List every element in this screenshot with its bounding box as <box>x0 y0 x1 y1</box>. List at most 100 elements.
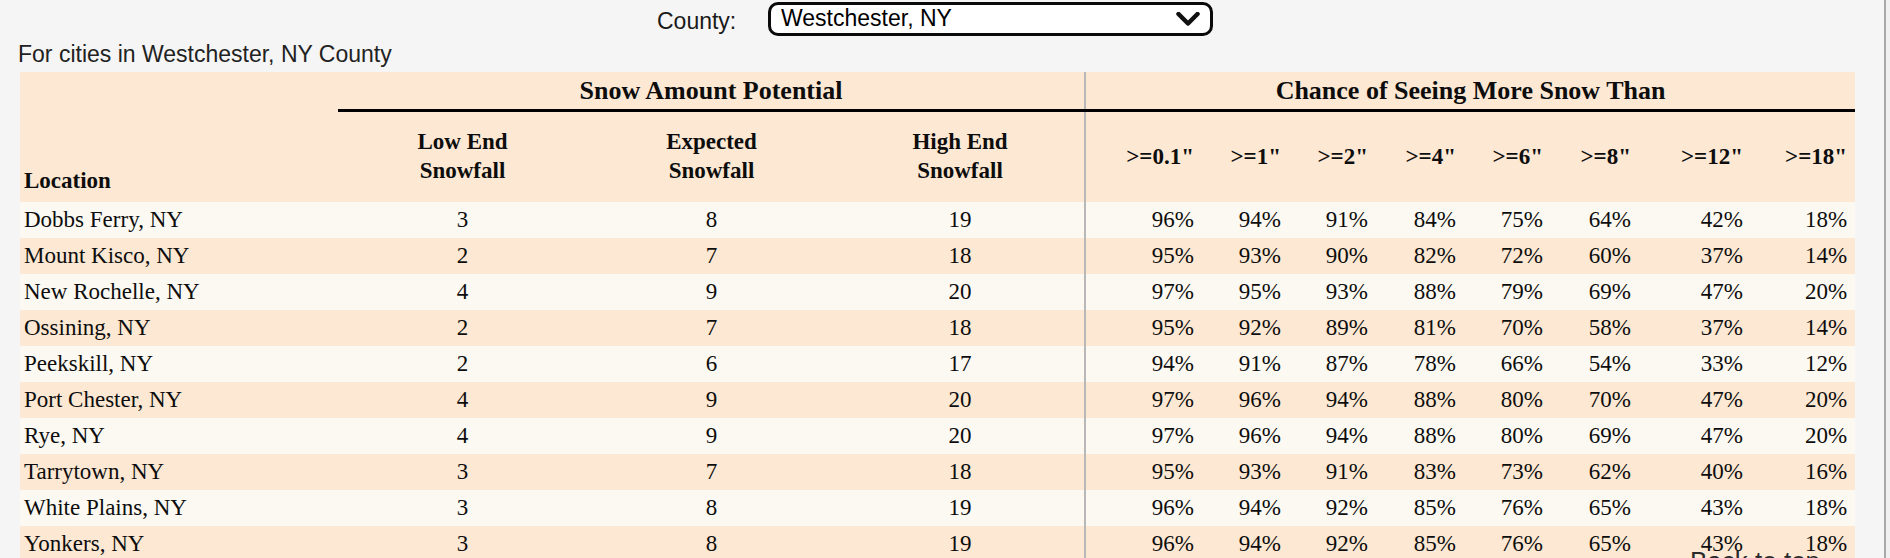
viewport-edge-strip <box>1886 0 1890 558</box>
column-header-chance-8: >=8" <box>1551 111 1639 202</box>
chance-cell: 20% <box>1751 382 1855 418</box>
table-row: Port Chester, NY492097%96%94%88%80%70%47… <box>20 382 1855 418</box>
table-row: Ossining, NY271895%92%89%81%70%58%37%14% <box>20 310 1855 346</box>
county-select[interactable]: Westchester, NY <box>768 2 1213 36</box>
chance-cell: 70% <box>1464 310 1551 346</box>
table-row: Tarrytown, NY371895%93%91%83%73%62%40%16… <box>20 454 1855 490</box>
county-select-wrap: Westchester, NY <box>768 2 1213 36</box>
chance-cell: 75% <box>1464 202 1551 238</box>
chance-cell: 69% <box>1551 274 1639 310</box>
column-header-high-end: High End Snowfall <box>836 111 1085 202</box>
column-header-chance-18: >=18" <box>1751 111 1855 202</box>
chance-cell: 65% <box>1551 526 1639 558</box>
group-header-spacer <box>20 72 338 111</box>
snowfall-cell: 9 <box>587 418 836 454</box>
snowfall-cell: 3 <box>338 454 587 490</box>
column-header-chance-2: >=2" <box>1289 111 1376 202</box>
column-header-expected: Expected Snowfall <box>587 111 836 202</box>
table-row: Rye, NY492097%96%94%88%80%69%47%20% <box>20 418 1855 454</box>
header-line-2: Snowfall <box>837 157 1083 186</box>
chance-cell: 43% <box>1639 490 1751 526</box>
chance-cell: 90% <box>1289 238 1376 274</box>
chance-cell: 96% <box>1202 418 1289 454</box>
chance-cell: 97% <box>1085 418 1202 454</box>
back-to-top-link[interactable]: Back to top <box>1690 546 1820 558</box>
chance-cell: 54% <box>1551 346 1639 382</box>
table-row: Mount Kisco, NY271895%93%90%82%72%60%37%… <box>20 238 1855 274</box>
snowfall-cell: 18 <box>836 454 1085 490</box>
table-row: Dobbs Ferry, NY381996%94%91%84%75%64%42%… <box>20 202 1855 238</box>
chance-cell: 82% <box>1376 238 1464 274</box>
snowfall-cell: 7 <box>587 238 836 274</box>
chance-cell: 37% <box>1639 238 1751 274</box>
header-line-1: High End <box>837 128 1083 157</box>
chance-cell: 95% <box>1085 454 1202 490</box>
chance-cell: 79% <box>1464 274 1551 310</box>
snowfall-cell: 2 <box>338 310 587 346</box>
table-row: Yonkers, NY381996%94%92%85%76%65%43%18% <box>20 526 1855 558</box>
chance-cell: 97% <box>1085 382 1202 418</box>
chance-cell: 70% <box>1551 382 1639 418</box>
chance-cell: 91% <box>1202 346 1289 382</box>
snowfall-cell: 17 <box>836 346 1085 382</box>
chance-cell: 60% <box>1551 238 1639 274</box>
chance-cell: 96% <box>1085 202 1202 238</box>
snowfall-cell: 8 <box>587 526 836 558</box>
chance-cell: 93% <box>1289 274 1376 310</box>
snowfall-cell: 8 <box>587 490 836 526</box>
chance-cell: 92% <box>1202 310 1289 346</box>
chance-cell: 94% <box>1085 346 1202 382</box>
snowfall-cell: 8 <box>587 202 836 238</box>
chance-cell: 76% <box>1464 490 1551 526</box>
chance-cell: 95% <box>1085 310 1202 346</box>
column-header-chance-0.1: >=0.1" <box>1085 111 1202 202</box>
location-cell: Dobbs Ferry, NY <box>20 202 338 238</box>
chance-cell: 88% <box>1376 274 1464 310</box>
location-cell: Mount Kisco, NY <box>20 238 338 274</box>
chance-cell: 89% <box>1289 310 1376 346</box>
chance-cell: 73% <box>1464 454 1551 490</box>
chance-cell: 80% <box>1464 382 1551 418</box>
chance-cell: 81% <box>1376 310 1464 346</box>
snowfall-cell: 6 <box>587 346 836 382</box>
snowfall-cell: 7 <box>587 454 836 490</box>
snowfall-cell: 4 <box>338 274 587 310</box>
chance-cell: 94% <box>1289 418 1376 454</box>
column-header-chance-6: >=6" <box>1464 111 1551 202</box>
chance-cell: 96% <box>1085 490 1202 526</box>
chance-cell: 94% <box>1202 526 1289 558</box>
group-header-snow-amount: Snow Amount Potential <box>338 72 1085 111</box>
chance-cell: 78% <box>1376 346 1464 382</box>
chance-cell: 93% <box>1202 454 1289 490</box>
snowfall-cell: 20 <box>836 274 1085 310</box>
location-cell: Peekskill, NY <box>20 346 338 382</box>
snowfall-cell: 7 <box>587 310 836 346</box>
header-line-1: Expected <box>588 128 835 157</box>
snowfall-cell: 18 <box>836 310 1085 346</box>
table-row: White Plains, NY381996%94%92%85%76%65%43… <box>20 490 1855 526</box>
location-cell: Tarrytown, NY <box>20 454 338 490</box>
chance-cell: 80% <box>1464 418 1551 454</box>
group-header-row: Snow Amount Potential Chance of Seeing M… <box>20 72 1855 111</box>
location-cell: Ossining, NY <box>20 310 338 346</box>
chance-cell: 93% <box>1202 238 1289 274</box>
chance-cell: 47% <box>1639 274 1751 310</box>
chance-cell: 37% <box>1639 310 1751 346</box>
chance-cell: 14% <box>1751 238 1855 274</box>
snowfall-cell: 3 <box>338 526 587 558</box>
column-header-location: Location <box>20 111 338 202</box>
column-header-chance-1: >=1" <box>1202 111 1289 202</box>
chance-cell: 94% <box>1289 382 1376 418</box>
chance-cell: 16% <box>1751 454 1855 490</box>
chance-cell: 83% <box>1376 454 1464 490</box>
snowfall-cell: 4 <box>338 418 587 454</box>
chance-cell: 58% <box>1551 310 1639 346</box>
chance-cell: 42% <box>1639 202 1751 238</box>
chance-cell: 47% <box>1639 418 1751 454</box>
table-body: Dobbs Ferry, NY381996%94%91%84%75%64%42%… <box>20 202 1855 558</box>
snowfall-cell: 3 <box>338 202 587 238</box>
location-cell: Yonkers, NY <box>20 526 338 558</box>
chance-cell: 40% <box>1639 454 1751 490</box>
column-header-chance-12: >=12" <box>1639 111 1751 202</box>
chance-cell: 94% <box>1202 490 1289 526</box>
